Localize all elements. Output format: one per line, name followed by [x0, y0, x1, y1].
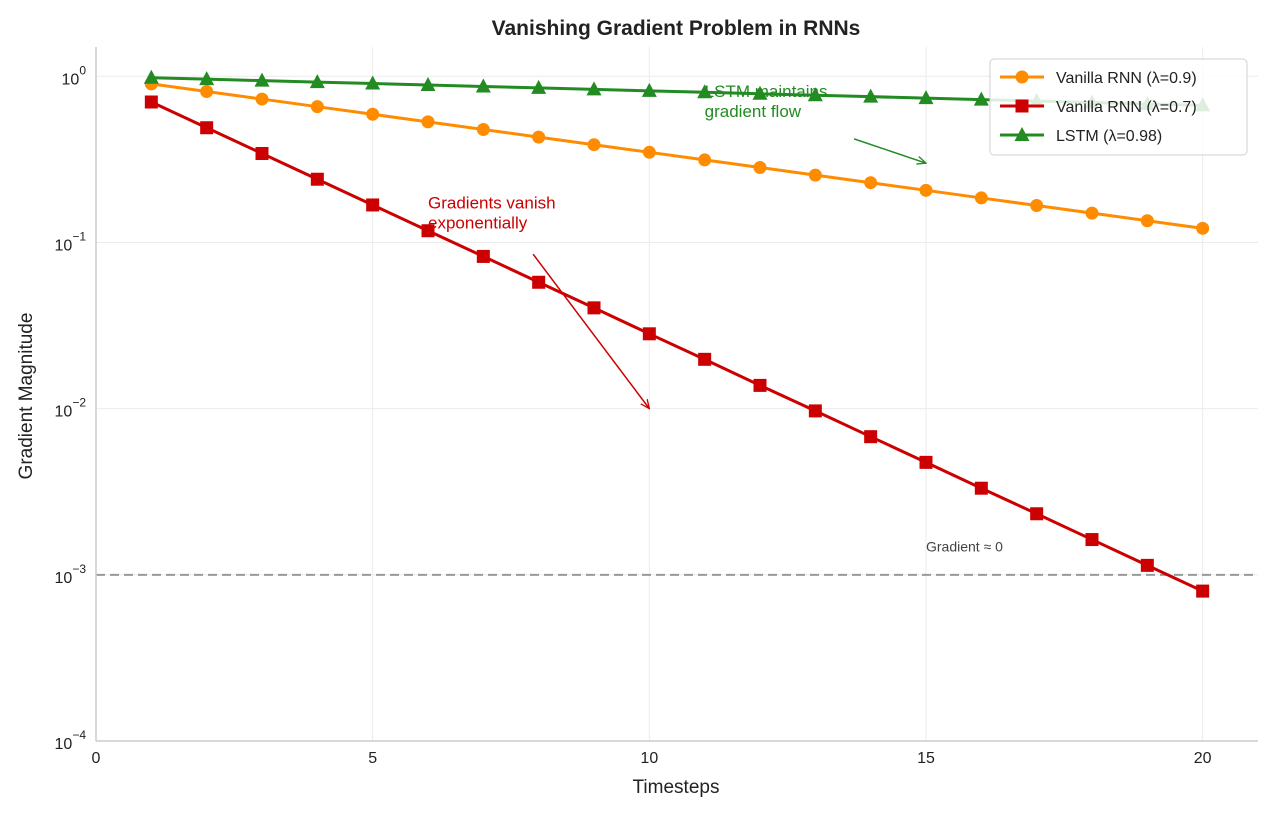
- data-point-circle: [919, 183, 933, 197]
- data-point-circle: [1030, 199, 1044, 213]
- x-tick-label: 20: [1194, 750, 1212, 767]
- data-point-circle: [753, 161, 767, 175]
- annotation-text: gradient flow: [705, 102, 802, 121]
- data-point-circle: [974, 191, 988, 205]
- data-point-circle: [1196, 221, 1210, 235]
- data-point-triangle: [420, 77, 436, 92]
- data-point-triangle: [586, 81, 602, 96]
- series-line: [151, 82, 1203, 230]
- data-point-square: [1196, 584, 1210, 598]
- legend-box: [989, 58, 1248, 156]
- data-point-square: [144, 95, 158, 109]
- data-point-square: [366, 198, 380, 212]
- data-point-triangle: [697, 84, 713, 99]
- data-point-triangle: [309, 74, 325, 89]
- data-point-triangle: [918, 90, 934, 105]
- data-point-triangle: [199, 71, 215, 86]
- data-point-circle: [587, 138, 601, 152]
- data-point-triangle: [475, 78, 491, 93]
- annotation-arrow: [532, 253, 649, 408]
- data-point-square: [753, 378, 767, 392]
- y-tick-label: 10−1: [55, 229, 87, 254]
- series-square: [144, 95, 1210, 598]
- x-tick-label: 5: [368, 750, 377, 767]
- legend-item: Vanilla RNN (λ=0.7): [1000, 99, 1197, 116]
- legend-label: Vanilla RNN (λ=0.7): [1056, 99, 1197, 116]
- annotation-text: LSTM maintains: [705, 82, 828, 101]
- data-point-square: [1085, 533, 1099, 547]
- annotation-text: exponentially: [428, 214, 528, 233]
- x-tick-label: 15: [917, 750, 935, 767]
- data-point-circle: [1140, 214, 1154, 228]
- legend-label: LSTM (λ=0.98): [1056, 128, 1162, 145]
- data-point-circle: [366, 107, 380, 121]
- data-point-circle: [421, 115, 435, 129]
- y-axis-label: Gradient Magnitude: [16, 313, 37, 480]
- threshold-label: Gradient ≈ 0: [926, 539, 1003, 555]
- data-point-square: [200, 121, 214, 135]
- data-point-circle: [476, 122, 490, 136]
- chart-title: Vanishing Gradient Problem in RNNs: [492, 17, 861, 40]
- data-point-circle: [864, 176, 878, 190]
- data-point-triangle: [531, 79, 547, 94]
- data-point-circle: [698, 153, 712, 167]
- data-point-triangle: [752, 85, 768, 100]
- data-point-triangle: [807, 87, 823, 102]
- data-point-triangle: [641, 82, 657, 97]
- data-point-square: [1140, 558, 1154, 572]
- data-point-square: [476, 249, 490, 263]
- data-point-circle: [255, 92, 269, 106]
- data-point-square: [532, 275, 546, 289]
- x-axis-label: Timesteps: [633, 777, 720, 798]
- data-point-square: [864, 430, 878, 444]
- data-point-square: [587, 301, 601, 315]
- data-point-circle: [532, 130, 546, 144]
- data-point-square: [421, 224, 435, 238]
- data-point-triangle: [973, 91, 989, 106]
- data-point-circle: [200, 84, 214, 98]
- series-line: [150, 100, 1204, 593]
- data-point-circle: [310, 100, 324, 114]
- y-tick-label: 10−4: [55, 728, 87, 753]
- x-tick-label: 0: [92, 750, 101, 767]
- y-tick-label: 10−3: [55, 562, 87, 587]
- data-point-square: [310, 172, 324, 186]
- data-point-square: [1015, 99, 1029, 113]
- data-point-square: [919, 455, 933, 469]
- data-point-square: [255, 146, 269, 160]
- data-point-circle: [1085, 206, 1099, 220]
- x-tick-label: 10: [640, 750, 658, 767]
- data-point-circle: [642, 145, 656, 159]
- legend-item: Vanilla RNN (λ=0.9): [1000, 70, 1197, 87]
- legend-item: LSTM (λ=0.98): [1000, 127, 1162, 145]
- data-point-triangle: [254, 72, 270, 87]
- data-point-triangle: [365, 75, 381, 90]
- data-point-square: [642, 327, 656, 341]
- data-point-square: [808, 404, 822, 418]
- data-point-circle: [808, 168, 822, 182]
- data-point-square: [1030, 507, 1044, 521]
- annotation-text: Gradients vanish: [428, 194, 556, 213]
- y-tick-label: 10−2: [55, 396, 87, 421]
- data-point-triangle: [143, 69, 159, 84]
- y-tick-label: 100: [62, 63, 87, 88]
- data-point-square: [974, 481, 988, 495]
- data-point-triangle: [1014, 127, 1030, 141]
- data-point-triangle: [863, 88, 879, 103]
- data-point-square: [698, 352, 712, 366]
- annotation-arrow: [853, 138, 926, 163]
- data-point-circle: [1015, 70, 1029, 84]
- legend-label: Vanilla RNN (λ=0.9): [1056, 70, 1197, 87]
